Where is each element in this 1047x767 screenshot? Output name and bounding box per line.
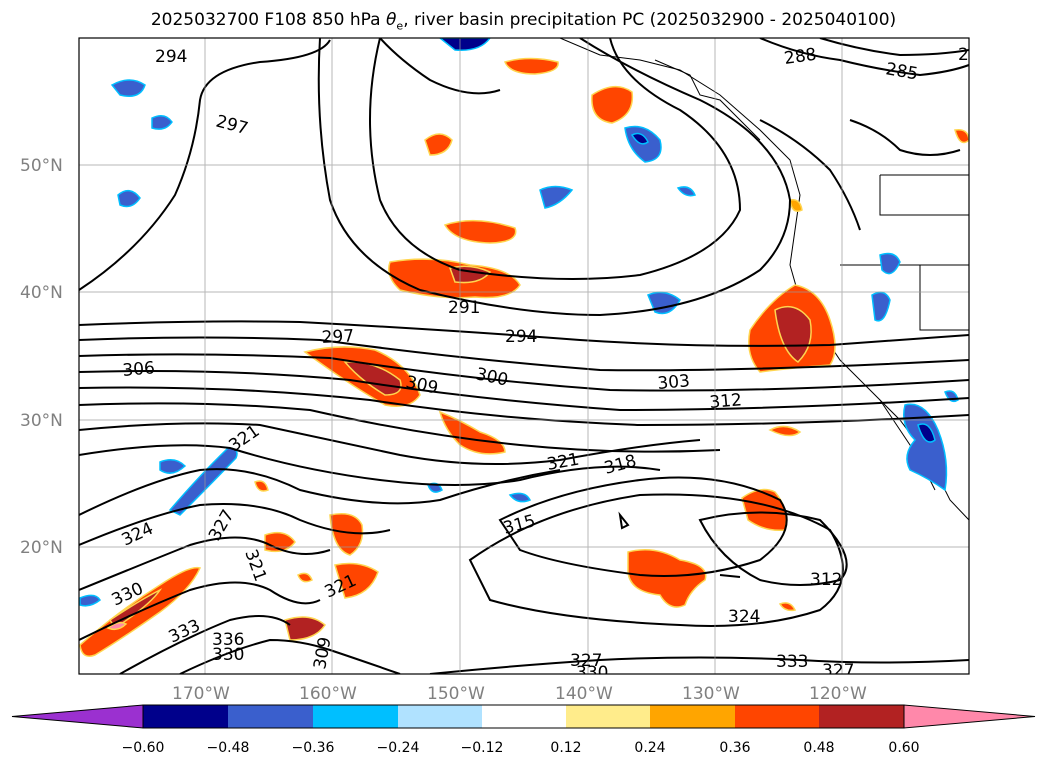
lon-label-130w: 130°W: [682, 684, 740, 704]
colorbar: −0.60 −0.48 −0.36 −0.24 −0.12 0.12 0.24 …: [11, 704, 1036, 756]
map-frame: [78, 37, 970, 675]
contour-label: 327: [822, 661, 854, 681]
colorbar-tick-label: 0.12: [550, 740, 581, 756]
colorbar-tick-label: 0.60: [888, 740, 919, 756]
colorbar-tick-label: −0.12: [461, 740, 504, 756]
contour-label: 288: [783, 45, 818, 69]
colorbar-segment: [313, 705, 398, 728]
lon-label-160w: 160°W: [299, 684, 357, 704]
contour-label: 291: [448, 298, 480, 318]
lon-label-140w: 140°W: [555, 684, 613, 704]
contour-label: 297: [321, 326, 354, 348]
lon-label-170w: 170°W: [172, 684, 230, 704]
lon-label-150w: 150°W: [427, 684, 485, 704]
negative-anomaly-areas: [79, 38, 959, 607]
colorbar-segment: [650, 705, 735, 728]
lon-label-120w: 120°W: [809, 684, 867, 704]
contour-label: 327: [570, 651, 602, 671]
colorbar-tick-label: 0.48: [803, 740, 834, 756]
contour-label: 312: [810, 570, 842, 590]
contour-label: 336: [212, 630, 244, 650]
colorbar-tick-label: −0.60: [122, 740, 165, 756]
colorbar-segment: [566, 705, 650, 728]
colorbar-segment: [398, 705, 482, 728]
colorbar-frame: [142, 704, 905, 729]
colorbar-extend-min: [11, 704, 144, 729]
precipitation-shading: [79, 38, 969, 657]
contour-label: 330: [212, 645, 244, 665]
lat-label-30n: 30°N: [20, 411, 63, 431]
colorbar-segment: [228, 705, 313, 728]
contour-label: 333: [776, 652, 808, 672]
longitude-labels: 170°W 160°W 150°W 140°W 130°W 120°W: [172, 684, 867, 704]
map-panel: 294 297 288 285 285 291 294 297 306 309 …: [79, 38, 990, 683]
latitude-labels: 50°N 40°N 30°N 20°N: [20, 156, 63, 558]
contour-label: 285: [958, 45, 990, 65]
contour-label: 330: [576, 663, 608, 683]
colorbar-tick-label: −0.48: [207, 740, 250, 756]
graticule: [79, 38, 969, 674]
theta-e-contours: [79, 38, 969, 674]
lat-label-20n: 20°N: [20, 538, 63, 558]
colorbar-extend-max: [903, 704, 1036, 729]
colorbar-segment: [819, 705, 904, 728]
lat-label-40n: 40°N: [20, 283, 63, 303]
contour-label: 312: [709, 390, 743, 413]
contour-label: 303: [657, 371, 691, 394]
contour-label: 294: [505, 327, 537, 347]
map-title: 2025032700 F108 850 hPa θe, river basin …: [150, 10, 897, 33]
contour-label: 294: [155, 47, 187, 67]
colorbar-tick-label: −0.24: [377, 740, 420, 756]
lat-label-50n: 50°N: [20, 156, 63, 176]
colorbar-segment: [735, 705, 819, 728]
contour-label: 324: [728, 607, 760, 627]
colorbar-tick-label: −0.36: [292, 740, 335, 756]
colorbar-ticks: −0.60 −0.48 −0.36 −0.24 −0.12 0.12 0.24 …: [122, 740, 920, 756]
colorbar-tick-label: 0.24: [634, 740, 665, 756]
contour-label: 306: [122, 358, 156, 381]
colorbar-tick-label: 0.36: [719, 740, 750, 756]
colorbar-segment: [143, 705, 228, 728]
colorbar-segment: [482, 705, 566, 728]
